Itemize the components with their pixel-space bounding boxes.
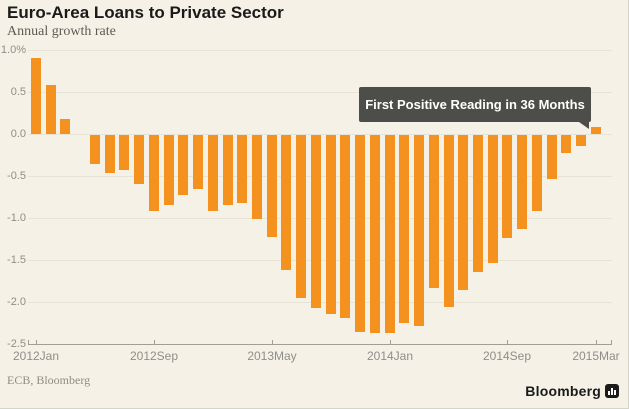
- bar-2013-sep: [326, 135, 336, 314]
- bar-2014-jul: [473, 135, 483, 272]
- bar-2012-jan: [31, 58, 41, 134]
- bar-2014-dec: [547, 135, 557, 179]
- bar-2014-sep: [502, 135, 512, 238]
- x-axis-tick: [390, 340, 391, 344]
- x-axis-tick: [272, 340, 273, 344]
- bar-2013-dec: [370, 135, 380, 333]
- x-axis-tick: [36, 340, 37, 344]
- bar-2014-mar: [414, 135, 424, 326]
- bar-2014-nov: [532, 135, 542, 211]
- bar-2014-may: [444, 135, 454, 307]
- bar-2013-may: [267, 135, 277, 237]
- y-axis-label: 0.5: [10, 86, 26, 98]
- bar-2012-jun: [105, 135, 115, 173]
- bar-2014-jan: [385, 135, 395, 333]
- gridline-y0.5: [28, 92, 612, 93]
- bar-2015-feb: [576, 135, 586, 146]
- y-axis-label: 1.0%: [0, 44, 26, 56]
- bar-2013-apr: [252, 135, 262, 219]
- gridline-y1.0%: [28, 50, 612, 51]
- x-axis-endcap: [611, 340, 612, 344]
- bar-2014-oct: [517, 135, 527, 229]
- bar-2015-jan: [561, 135, 571, 153]
- x-axis-label: 2014Jan: [366, 349, 414, 363]
- bar-2014-feb: [399, 135, 409, 323]
- bar-2013-jun: [281, 135, 291, 270]
- bar-2012-may: [90, 135, 100, 164]
- annotation-callout: First Positive Reading in 36 Months: [359, 87, 591, 129]
- annotation-pointer-icon: [579, 122, 589, 129]
- bar-2012-feb: [46, 85, 56, 134]
- bar-chart-icon: [605, 384, 619, 398]
- chart-title: Euro-Area Loans to Private Sector: [7, 3, 284, 22]
- x-axis-label: 2012Sep: [129, 349, 179, 363]
- x-axis-line: [28, 344, 612, 345]
- bar-2013-nov: [355, 135, 365, 332]
- bar-2013-feb: [223, 135, 233, 205]
- y-axis-label: -2.5: [7, 338, 26, 350]
- source-credit: ECB, Bloomberg: [7, 373, 91, 387]
- bar-2012-oct: [164, 135, 174, 205]
- bloomberg-logo[interactable]: Bloomberg: [525, 383, 619, 399]
- bar-2012-jul: [119, 135, 129, 170]
- x-axis-tick: [154, 340, 155, 344]
- y-axis-label: -2.0: [7, 296, 26, 308]
- chart-subtitle: Annual growth rate: [7, 24, 116, 39]
- bar-2012-aug: [134, 135, 144, 184]
- x-axis-tick: [507, 340, 508, 344]
- bar-2013-aug: [311, 135, 321, 308]
- bar-2014-apr: [429, 135, 439, 288]
- bar-2014-aug: [488, 135, 498, 263]
- annotation-text: First Positive Reading in 36 Months: [365, 97, 585, 112]
- x-axis-label: 2015Mar: [572, 349, 620, 363]
- bar-2013-jul: [296, 135, 306, 298]
- x-axis-label: 2014Sep: [482, 349, 532, 363]
- x-axis-label: 2013May: [247, 349, 297, 363]
- bar-2014-jun: [458, 135, 468, 290]
- bar-2012-sep: [149, 135, 159, 211]
- x-axis-endcap: [28, 340, 29, 344]
- bar-2015-mar: [591, 127, 601, 134]
- bar-2012-dec: [193, 135, 203, 189]
- bar-2013-oct: [340, 135, 350, 318]
- bloomberg-wordmark: Bloomberg: [525, 383, 601, 399]
- bar-2012-nov: [178, 135, 188, 195]
- y-axis-label: -1.0: [7, 212, 26, 224]
- bar-2013-mar: [237, 135, 247, 203]
- gridline-y0.0: [28, 134, 612, 135]
- x-axis-label: 2012Jan: [12, 349, 60, 363]
- y-axis-label: -1.5: [7, 254, 26, 266]
- y-axis-label: -0.5: [7, 170, 26, 182]
- y-axis-label: 0.0: [10, 128, 26, 140]
- x-axis-tick: [596, 340, 597, 344]
- bar-2012-mar: [60, 119, 70, 134]
- bar-2013-jan: [208, 135, 218, 211]
